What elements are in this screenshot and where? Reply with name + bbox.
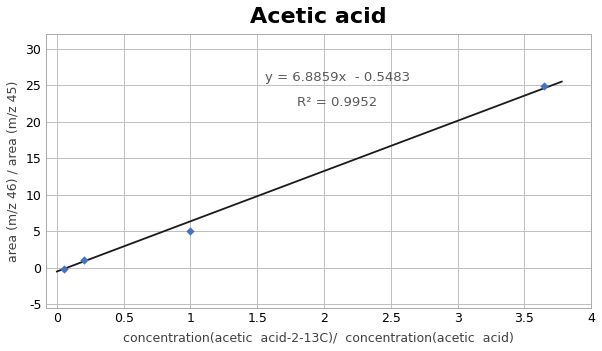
Y-axis label: area (m/z 46) / area (m/z 45): area (m/z 46) / area (m/z 45) [7,80,20,261]
Title: Acetic acid: Acetic acid [250,7,387,27]
Point [185,228,195,234]
Point [79,257,88,263]
Point [539,84,549,89]
Text: R² = 0.9952: R² = 0.9952 [297,96,377,109]
X-axis label: concentration(acetic  acid-2-13C)/  concentration(acetic  acid): concentration(acetic acid-2-13C)/ concen… [123,331,514,344]
Point [59,266,69,271]
Text: y = 6.8859x  - 0.5483: y = 6.8859x - 0.5483 [265,71,410,84]
